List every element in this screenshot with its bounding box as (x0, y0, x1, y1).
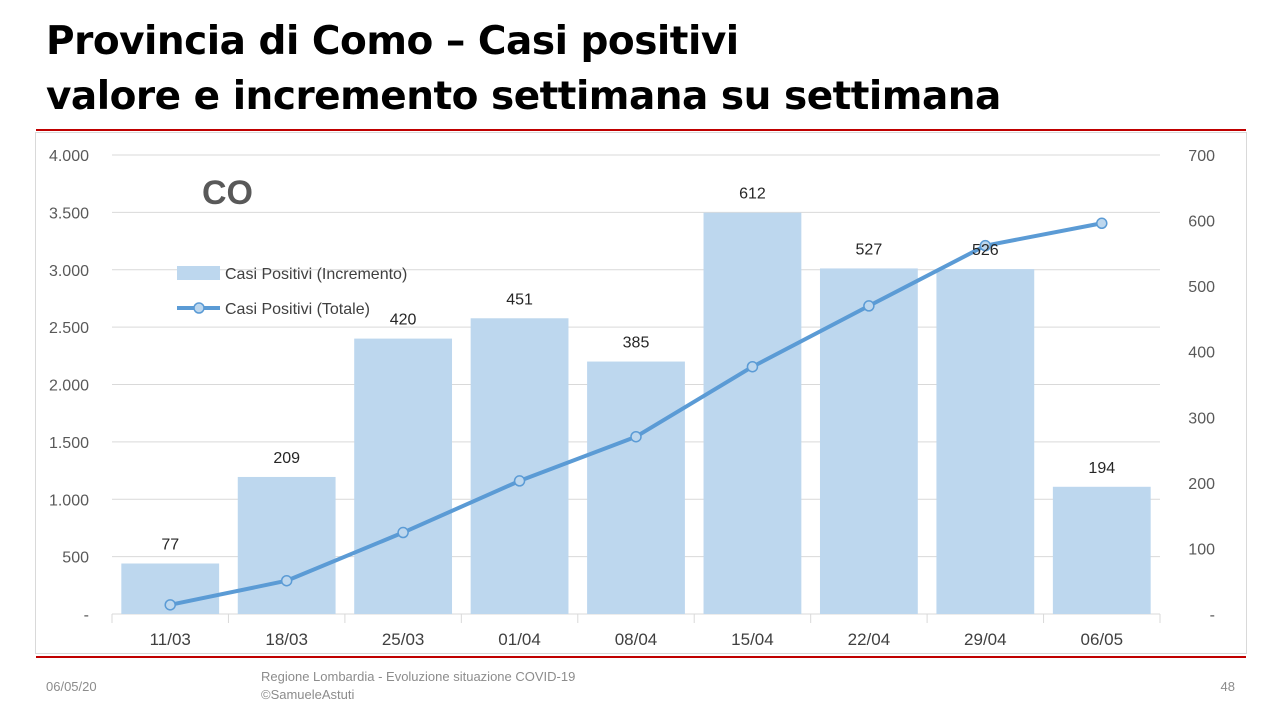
x-axis-tick-label: 25/03 (382, 630, 425, 649)
bar (587, 361, 685, 614)
left-axis-tick-label: 4.000 (49, 148, 89, 165)
x-axis-tick-label: 29/04 (964, 630, 1007, 649)
legend-label: Casi Positivi (Incremento) (225, 266, 407, 283)
footer-source-line-1: Regione Lombardia - Evoluzione situazion… (261, 669, 576, 684)
bar-data-label: 77 (161, 537, 179, 554)
right-axis-tick-label: 600 (1188, 214, 1215, 231)
bar (237, 476, 336, 614)
line-point (397, 526, 409, 539)
bar-data-label: 209 (273, 450, 300, 467)
bar-data-label: 420 (390, 312, 417, 329)
left-axis-tick-label: 1.000 (49, 492, 89, 509)
right-axis-tick-label: 700 (1188, 148, 1215, 165)
x-axis-tick-label: 01/04 (498, 630, 541, 649)
right-axis-tick-label: 400 (1188, 345, 1215, 362)
chart-frame (35, 132, 1247, 654)
bar (470, 318, 569, 614)
bar (819, 268, 918, 614)
footer-date: 06/05/20 (46, 679, 97, 694)
right-axis-tick-label: 300 (1188, 410, 1215, 427)
line-point (863, 300, 875, 312)
left-axis-tick-label: 1.500 (49, 435, 89, 452)
left-axis-tick-label: 500 (62, 550, 89, 567)
legend-bar-swatch (177, 266, 220, 280)
bar-data-label: 612 (739, 186, 766, 203)
legend-line-marker (193, 302, 205, 314)
footer-source: Regione Lombardia - Evoluzione situazion… (261, 668, 575, 704)
x-axis-tick-label: 22/04 (848, 630, 891, 649)
bar (936, 269, 1035, 614)
left-axis-tick-label: 2.000 (49, 378, 89, 395)
line-point (1096, 217, 1108, 230)
right-axis-tick-label: 100 (1188, 541, 1215, 558)
bottom-divider (36, 656, 1246, 658)
left-axis-tick-label: 2.500 (49, 320, 89, 337)
line-point (280, 574, 293, 587)
left-axis-tick-label: 3.000 (49, 263, 89, 280)
x-axis-tick-label: 18/03 (265, 630, 308, 649)
right-axis-tick-label: 500 (1188, 279, 1215, 296)
bar-data-label: 194 (1088, 460, 1115, 477)
x-axis-tick-label: 11/03 (150, 630, 191, 649)
x-axis-tick-label: 15/04 (731, 630, 774, 649)
bar-data-label: 451 (506, 291, 533, 308)
bar-data-label: 526 (972, 242, 999, 259)
right-axis-tick-label: - (1210, 607, 1215, 624)
right-axis-tick-label: 200 (1188, 476, 1215, 493)
line-point (630, 430, 642, 443)
top-divider (36, 129, 1246, 131)
title-line-2: valore e incremento settimana su settima… (46, 74, 1001, 119)
bar-data-label: 385 (623, 335, 650, 352)
title-line-1: Provincia di Como – Casi positivi (46, 19, 739, 64)
bar (354, 338, 453, 614)
x-axis-tick-label: 08/04 (615, 630, 658, 649)
page-number: 48 (1220, 679, 1235, 694)
line-point (164, 599, 176, 611)
bar-data-label: 527 (856, 241, 883, 258)
bar (1052, 486, 1151, 614)
line-point (979, 239, 992, 252)
footer-source-line-2: ©SamueleAstuti (261, 687, 355, 702)
line-point (513, 475, 526, 487)
legend-label: Casi Positivi (Totale) (225, 301, 370, 318)
bar (703, 212, 802, 614)
line-point (746, 360, 759, 373)
chart-annotation: CO (202, 174, 253, 212)
left-axis-tick-label: 3.500 (49, 205, 89, 222)
left-axis-tick-label: - (84, 607, 89, 624)
slide-title: Provincia di Como – Casi positivi valore… (46, 14, 1001, 124)
x-axis-tick-label: 06/05 (1081, 630, 1124, 649)
